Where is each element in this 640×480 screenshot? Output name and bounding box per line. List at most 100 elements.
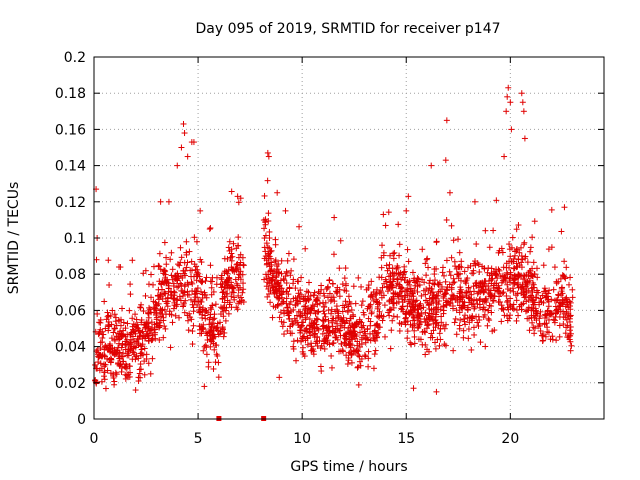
data-point (463, 289, 470, 296)
data-point (440, 294, 447, 301)
data-point (450, 275, 457, 282)
data-point (101, 369, 108, 376)
data-point (482, 227, 489, 234)
data-point (348, 352, 355, 359)
data-point (401, 292, 408, 299)
data-point (429, 289, 436, 296)
data-point (298, 274, 305, 281)
data-point (284, 304, 291, 311)
data-point (175, 283, 182, 290)
data-point (145, 314, 152, 321)
data-point (229, 285, 236, 292)
data-point (296, 223, 303, 230)
data-point (388, 296, 395, 303)
data-point (456, 249, 463, 256)
data-point (460, 315, 467, 322)
data-points (92, 84, 576, 421)
data-point (210, 316, 217, 323)
data-point (138, 316, 145, 323)
data-point (470, 300, 477, 307)
data-point (220, 304, 227, 311)
data-point (558, 284, 565, 291)
data-point (394, 276, 401, 283)
data-point (193, 238, 200, 245)
data-point (221, 268, 228, 275)
data-point (404, 335, 411, 342)
data-point (115, 352, 122, 359)
data-point (383, 283, 390, 290)
data-point (409, 302, 416, 309)
data-point (404, 278, 411, 285)
data-point (124, 320, 131, 327)
data-point (97, 339, 104, 346)
data-point (265, 210, 272, 217)
data-point (306, 279, 313, 286)
data-point (226, 238, 233, 245)
data-point (429, 295, 436, 302)
data-point (321, 304, 328, 311)
data-point (120, 358, 127, 365)
data-point (183, 249, 190, 256)
data-point (561, 274, 568, 281)
data-point (503, 292, 510, 299)
data-point (457, 316, 464, 323)
data-point (560, 308, 567, 315)
data-point (567, 323, 574, 330)
data-point (472, 280, 479, 287)
data-point (302, 245, 309, 252)
data-point (279, 323, 286, 330)
data-point (554, 308, 561, 315)
data-point (365, 348, 372, 355)
data-point (480, 304, 487, 311)
data-point (315, 308, 322, 315)
data-point (321, 345, 328, 352)
data-point (443, 117, 450, 124)
data-point (206, 226, 213, 233)
data-point (197, 308, 204, 315)
data-point (105, 257, 112, 264)
data-point (515, 222, 522, 229)
y-tick-label: 0.02 (55, 376, 86, 392)
data-point (171, 296, 178, 303)
data-point (167, 256, 174, 263)
data-point (261, 276, 268, 283)
data-point (408, 293, 415, 300)
data-point (429, 296, 436, 303)
data-point (143, 319, 150, 326)
data-point (99, 335, 106, 342)
data-point (100, 331, 107, 338)
data-point (415, 324, 422, 331)
data-point (446, 268, 453, 275)
data-point (186, 248, 193, 255)
data-point (240, 261, 247, 268)
data-point (414, 317, 421, 324)
data-point (359, 334, 366, 341)
data-point (539, 337, 546, 344)
data-point (452, 315, 459, 322)
data-point (128, 329, 135, 336)
data-point (276, 374, 283, 381)
data-point (450, 293, 457, 300)
data-point (266, 275, 273, 282)
data-point (290, 280, 297, 287)
data-point (406, 281, 413, 288)
data-point (206, 321, 213, 328)
data-point (498, 279, 505, 286)
data-point (94, 310, 101, 317)
data-point (213, 342, 220, 349)
data-point (396, 241, 403, 248)
data-point (396, 271, 403, 278)
data-point (373, 332, 380, 339)
y-tick-label: 0 (77, 412, 86, 428)
data-point (528, 306, 535, 313)
data-point (328, 296, 335, 303)
data-point (196, 273, 203, 280)
data-point (168, 249, 175, 256)
data-point (118, 365, 125, 372)
data-point (458, 258, 465, 265)
data-point (110, 329, 117, 336)
data-point (307, 292, 314, 299)
data-point (126, 307, 133, 314)
data-point (450, 292, 457, 299)
data-point (427, 290, 434, 297)
